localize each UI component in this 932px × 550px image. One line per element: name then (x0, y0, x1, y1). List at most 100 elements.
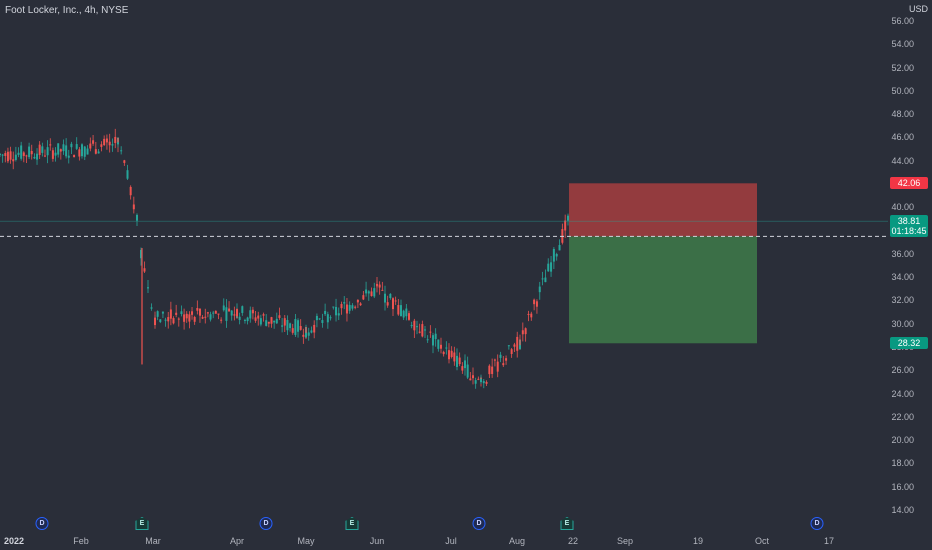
earnings-marker-icon[interactable]: E (135, 517, 149, 530)
candle-body (217, 313, 220, 315)
candle-body (185, 313, 188, 319)
candle-body (477, 378, 480, 380)
candle-body (188, 314, 191, 322)
candle-body (209, 314, 212, 320)
symbol-title[interactable]: Foot Locker, Inc., 4h, NYSE (5, 5, 129, 16)
candle-body (370, 291, 373, 297)
candle-body (100, 144, 103, 147)
candle-body (0, 153, 1, 156)
candle-body (30, 150, 33, 155)
candle-body (51, 150, 54, 159)
candle-body (286, 320, 289, 331)
candle-body (65, 145, 68, 157)
candle-body (378, 284, 381, 288)
candle-body (538, 286, 541, 293)
earnings-marker-icon[interactable]: E (345, 517, 359, 530)
candle-body (310, 330, 313, 333)
candle-body (161, 311, 164, 314)
candle-body (356, 299, 359, 303)
candle-body (313, 324, 316, 333)
candle-body (220, 319, 223, 321)
candle-body (297, 320, 300, 332)
candle-body (78, 149, 81, 157)
take-profit-zone[interactable] (569, 236, 757, 344)
candle-body (397, 305, 400, 315)
time-axis-label: Feb (73, 536, 89, 546)
candle-body (73, 155, 76, 158)
candle-body (238, 316, 241, 320)
candle-body (472, 375, 474, 379)
candle-body (175, 312, 178, 315)
candle-body (120, 150, 123, 152)
candle-body (321, 320, 324, 323)
candle-body (20, 145, 23, 159)
candle-body (254, 317, 257, 321)
price-axis-label: 36.00 (891, 248, 914, 259)
candle-body (558, 245, 561, 251)
candle-body (418, 331, 421, 333)
candle-body (291, 328, 294, 333)
candle-body (214, 310, 217, 314)
candle-body (167, 317, 170, 322)
candle-body (233, 314, 236, 316)
candle-body (445, 347, 448, 349)
candle-body (367, 291, 370, 294)
price-axis-label: 18.00 (891, 458, 914, 469)
price-axis-label: 48.00 (891, 109, 914, 120)
current-price-tag: 38.81 01:18:45 (890, 215, 928, 238)
candle-body (281, 325, 284, 327)
candle-body (81, 151, 83, 157)
candle-body (198, 308, 201, 316)
candle-body (426, 339, 429, 341)
candle-body (111, 144, 114, 146)
price-axis-label: 32.00 (891, 295, 914, 306)
candle-body (283, 318, 286, 326)
stop-price-tag: 42.06 (890, 177, 928, 190)
candle-body (136, 214, 138, 221)
target-price-tag: 28.32 (890, 337, 928, 350)
candle-body (337, 313, 340, 316)
candle-body (105, 138, 108, 143)
candle-body (275, 318, 278, 324)
candle-body (236, 309, 238, 317)
candle-body (535, 301, 538, 307)
candle-body (243, 319, 246, 321)
candle-body (97, 151, 100, 154)
candle-body (429, 331, 432, 333)
candle-body (326, 314, 329, 323)
price-axis-label: 44.00 (891, 155, 914, 166)
dividend-marker-icon[interactable]: D (35, 517, 49, 530)
candle-body (123, 160, 126, 163)
candle-body (305, 332, 307, 338)
dividend-marker-icon[interactable]: D (259, 517, 273, 530)
candle-body (335, 306, 338, 316)
dividend-marker-icon[interactable]: D (810, 517, 824, 530)
candle-body (108, 141, 111, 146)
candle-body (541, 278, 544, 280)
price-axis-label: 16.00 (891, 481, 914, 492)
candle-body (6, 151, 9, 162)
candle-body (544, 277, 547, 283)
candle-body (567, 215, 569, 221)
earnings-marker-icon[interactable]: E (560, 517, 574, 530)
candle-body (482, 381, 485, 384)
candle-body (432, 335, 434, 346)
candle-body (265, 320, 268, 326)
dividend-marker-icon[interactable]: D (472, 517, 486, 530)
candle-body (4, 153, 7, 156)
candle-body (458, 357, 461, 365)
stop-loss-zone[interactable] (569, 183, 757, 237)
candle-body (169, 309, 172, 319)
candle-body (103, 138, 106, 146)
candle-body (516, 336, 519, 351)
candle-body (343, 302, 346, 304)
candle-body (196, 308, 199, 311)
time-axis-label: 2022 (3, 536, 25, 546)
candle-body (307, 332, 310, 336)
candle-body (348, 304, 351, 311)
candle-body (43, 155, 46, 157)
candle-body (466, 364, 469, 378)
candle-body (164, 319, 167, 321)
